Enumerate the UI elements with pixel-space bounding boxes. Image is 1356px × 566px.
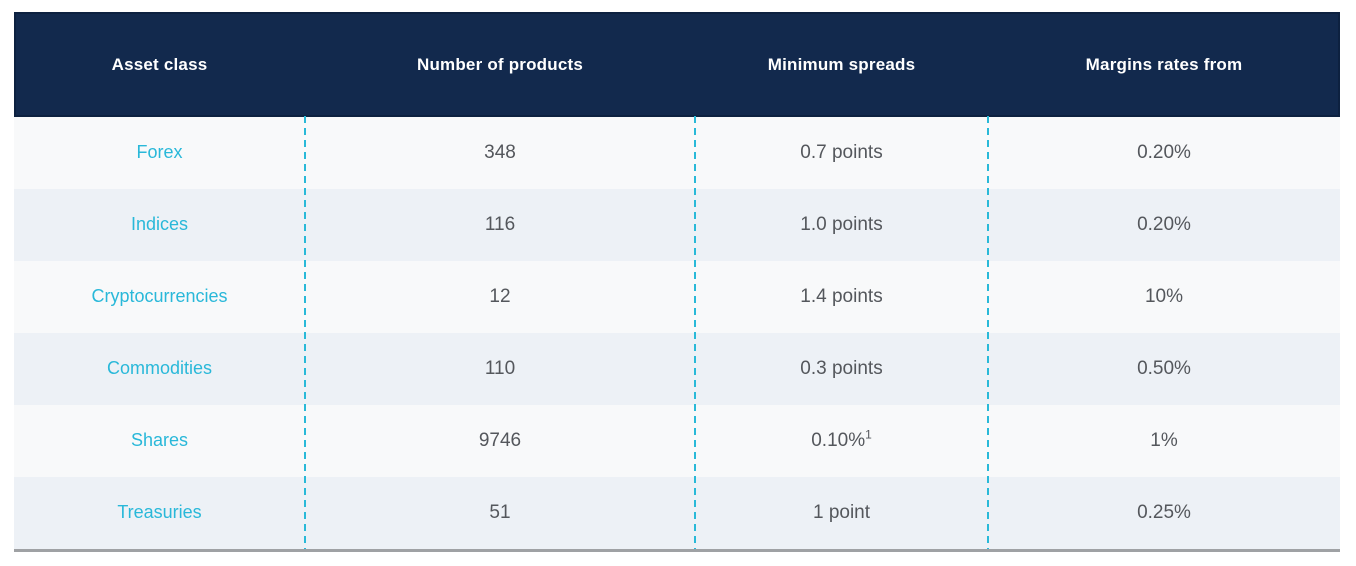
asset-class-link[interactable]: Commodities — [106, 358, 213, 378]
number-of-products-cell: 9746 — [478, 430, 522, 451]
asset-class-link[interactable]: Indices — [130, 214, 189, 234]
table-row: Commodities 110 0.3 points 0.50% — [14, 333, 1340, 405]
table-row: Cryptocurrencies 12 1.4 points 10% — [14, 261, 1340, 333]
minimum-spreads-value: 1.0 points — [800, 214, 883, 235]
margin-rates-cell: 0.25% — [1137, 502, 1191, 523]
asset-class-cell: Shares — [14, 430, 305, 452]
table-row: Indices 116 1.0 points 0.20% — [14, 189, 1340, 261]
minimum-spreads-value: 0.7 points — [800, 142, 883, 163]
margin-rates-cell: 0.20% — [1137, 142, 1191, 163]
minimum-spreads-cell: 0.10%1 — [695, 427, 988, 452]
minimum-spreads-value: 0.3 points — [800, 358, 883, 379]
asset-class-cell: Forex — [14, 142, 305, 164]
margin-rates-cell: 0.50% — [1137, 358, 1191, 379]
number-of-products-cell: 348 — [484, 142, 516, 163]
asset-class-cell: Commodities — [14, 358, 305, 380]
number-of-products-cell: 110 — [484, 358, 516, 379]
minimum-spreads-cell: 1.4 points — [695, 286, 988, 308]
minimum-spreads-cell: 0.7 points — [695, 142, 988, 164]
margin-rates-cell: 10% — [1144, 286, 1184, 307]
footnote-marker: 1 — [865, 427, 872, 442]
margin-rates-cell: 1% — [1150, 430, 1178, 451]
minimum-spreads-cell: 1 point — [695, 502, 988, 524]
asset-class-link[interactable]: Forex — [136, 142, 183, 162]
table-header-row: Asset class Number of products Minimum s… — [14, 12, 1340, 117]
pricing-table: Asset class Number of products Minimum s… — [14, 12, 1340, 552]
minimum-spreads-cell: 1.0 points — [695, 214, 988, 236]
number-of-products-cell: 116 — [484, 214, 516, 235]
asset-class-cell: Cryptocurrencies — [14, 286, 305, 308]
column-header-minimum-spreads: Minimum spreads — [767, 54, 916, 74]
margin-rates-cell: 0.20% — [1137, 214, 1191, 235]
table-row: Treasuries 51 1 point 0.25% — [14, 477, 1340, 549]
asset-class-cell: Indices — [14, 214, 305, 236]
number-of-products-cell: 12 — [489, 286, 511, 307]
minimum-spreads-cell: 0.3 points — [695, 358, 988, 380]
table-row: Shares 9746 0.10%1 1% — [14, 405, 1340, 477]
asset-class-link[interactable]: Shares — [130, 430, 189, 450]
minimum-spreads-value: 1 point — [812, 502, 871, 523]
minimum-spreads-value: 0.10% — [811, 430, 866, 451]
table-row: Forex 348 0.7 points 0.20% — [14, 117, 1340, 189]
column-header-asset-class: Asset class — [111, 54, 208, 74]
minimum-spreads-value: 1.4 points — [800, 286, 883, 307]
column-header-number-of-products: Number of products — [416, 54, 584, 74]
asset-class-link[interactable]: Treasuries — [117, 502, 202, 522]
asset-class-cell: Treasuries — [14, 502, 305, 524]
asset-class-link[interactable]: Cryptocurrencies — [91, 286, 228, 306]
column-header-margins-rates-from: Margins rates from — [1085, 54, 1243, 74]
number-of-products-cell: 51 — [489, 502, 511, 523]
